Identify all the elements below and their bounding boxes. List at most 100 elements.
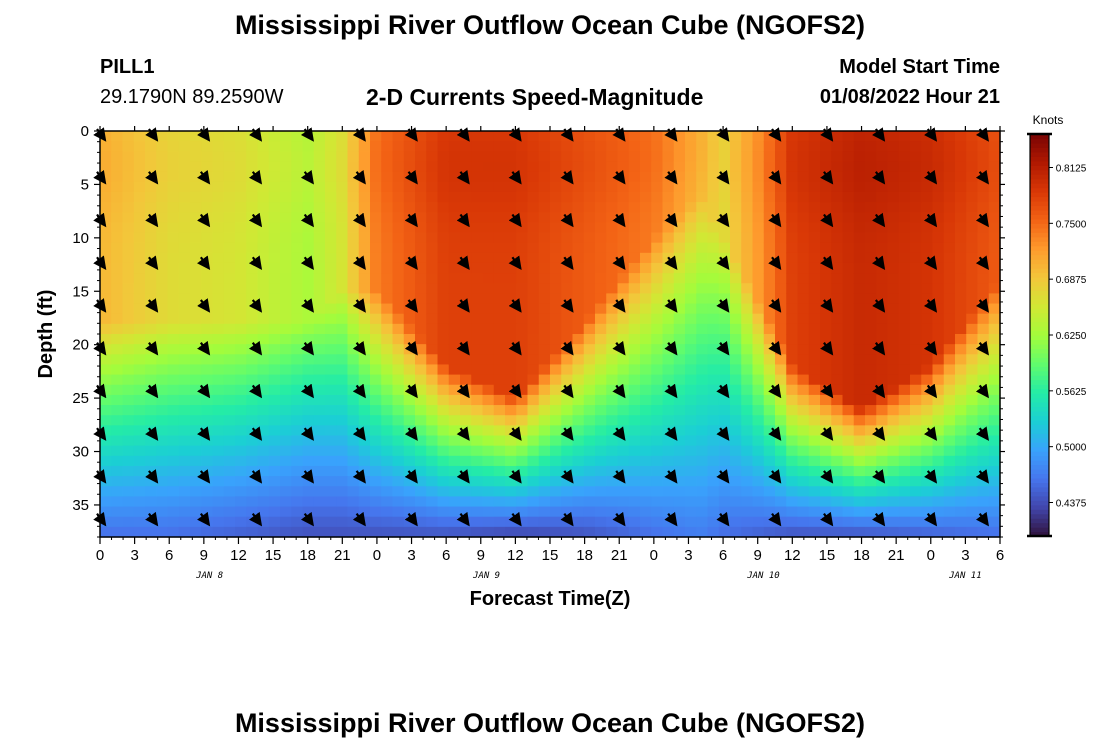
- heatmap-cell: [977, 262, 990, 274]
- heatmap-cell: [831, 202, 844, 213]
- colorbar-segment: [1030, 241, 1049, 247]
- heatmap-cell: [437, 354, 450, 366]
- heatmap-cell: [763, 161, 776, 173]
- heatmap-cell: [842, 435, 855, 447]
- heatmap-cell: [235, 242, 247, 254]
- heatmap-cell: [336, 394, 349, 406]
- heatmap-cell: [932, 131, 945, 142]
- heatmap-cell: [820, 313, 832, 325]
- heatmap-cell: [336, 364, 349, 376]
- heatmap-cell: [156, 212, 169, 223]
- current-arrow: [923, 340, 938, 356]
- heatmap-cell: [538, 334, 551, 345]
- heatmap-cell: [392, 465, 405, 477]
- current-arrows: [93, 127, 989, 527]
- heatmap-cell: [662, 313, 675, 325]
- current-arrow: [612, 469, 626, 484]
- heatmap-cell: [302, 313, 315, 325]
- heatmap-cell: [628, 252, 641, 264]
- heatmap-cell: [122, 222, 135, 234]
- heatmap-cell: [595, 131, 607, 142]
- heatmap-cell: [448, 262, 461, 274]
- heatmap-cell: [797, 384, 810, 396]
- heatmap-cell: [662, 191, 675, 203]
- heatmap-cell: [887, 425, 900, 437]
- heatmap-cell: [550, 273, 562, 284]
- heatmap-cell: [246, 273, 259, 284]
- heatmap-cell: [302, 354, 315, 366]
- heatmap-cell: [325, 131, 337, 142]
- current-arrow: [975, 255, 989, 270]
- heatmap-cell: [707, 161, 720, 173]
- current-arrow: [352, 212, 366, 228]
- heatmap-cell: [763, 222, 776, 234]
- heatmap-cell: [482, 455, 495, 467]
- heatmap-cell: [437, 181, 450, 193]
- heatmap-cell: [898, 384, 911, 396]
- heatmap-cell: [493, 445, 506, 457]
- heatmap-cell: [460, 374, 472, 386]
- heatmap-cell: [223, 293, 236, 305]
- heatmap-cell: [167, 526, 180, 538]
- heatmap-cell: [955, 354, 967, 366]
- heatmap-cell: [741, 486, 754, 497]
- heatmap-cell: [100, 354, 112, 366]
- heatmap-cell: [426, 526, 439, 538]
- heatmap-cell: [775, 334, 787, 345]
- heatmap-cell: [696, 161, 709, 173]
- heatmap-cell: [482, 364, 495, 376]
- heatmap-cell: [977, 506, 990, 518]
- heatmap-cell: [583, 181, 596, 193]
- heatmap-cell: [988, 303, 1001, 315]
- heatmap-cell: [550, 445, 562, 457]
- heatmap-cell: [606, 212, 619, 223]
- heatmap-cell: [561, 334, 574, 345]
- heatmap-cell: [257, 496, 270, 508]
- heatmap-cell: [775, 405, 787, 416]
- current-arrow: [560, 255, 574, 270]
- heatmap-cell: [235, 374, 247, 386]
- heatmap-cell: [550, 334, 562, 345]
- heatmap-cell: [640, 344, 652, 355]
- heatmap-cell: [876, 394, 889, 406]
- heatmap-cell: [358, 323, 371, 335]
- heatmap-cell: [527, 405, 540, 416]
- heatmap-cell: [111, 445, 124, 457]
- heatmap-cell: [673, 191, 686, 203]
- colorbar-segment: [1030, 384, 1049, 390]
- heatmap-cell: [831, 313, 844, 325]
- heatmap-cell: [685, 425, 697, 437]
- heatmap-cell: [291, 303, 304, 315]
- heatmap-cell: [167, 394, 180, 406]
- current-arrow: [248, 511, 263, 527]
- heatmap-cell: [336, 344, 349, 355]
- heatmap-cell: [257, 344, 270, 355]
- heatmap-cell: [831, 191, 844, 203]
- heatmap-cell: [977, 222, 990, 234]
- heatmap-cell: [212, 516, 225, 528]
- heatmap-cell: [853, 445, 866, 457]
- heatmap-cell: [932, 415, 945, 426]
- heatmap-cell: [583, 415, 596, 426]
- heatmap-cell: [358, 262, 371, 274]
- heatmap-cell: [325, 526, 337, 538]
- heatmap-cell: [651, 506, 664, 518]
- heatmap-cell: [865, 181, 877, 193]
- heatmap-cell: [415, 425, 427, 437]
- heatmap-cell: [865, 303, 877, 315]
- current-arrow: [145, 169, 159, 185]
- heatmap-cell: [752, 313, 765, 325]
- heatmap-cell: [437, 384, 450, 396]
- heatmap-cell: [178, 394, 191, 406]
- heatmap-cell: [685, 334, 697, 345]
- heatmap-cell: [493, 303, 506, 315]
- heatmap-cell: [381, 171, 394, 183]
- heatmap-cell: [988, 262, 1001, 274]
- heatmap-cell: [280, 161, 292, 173]
- heatmap-cell: [190, 455, 202, 467]
- heatmap-cell: [730, 435, 742, 447]
- heatmap-cell: [741, 283, 754, 294]
- heatmap-cell: [887, 445, 900, 457]
- current-arrow: [508, 255, 522, 270]
- heatmap-cell: [223, 476, 236, 487]
